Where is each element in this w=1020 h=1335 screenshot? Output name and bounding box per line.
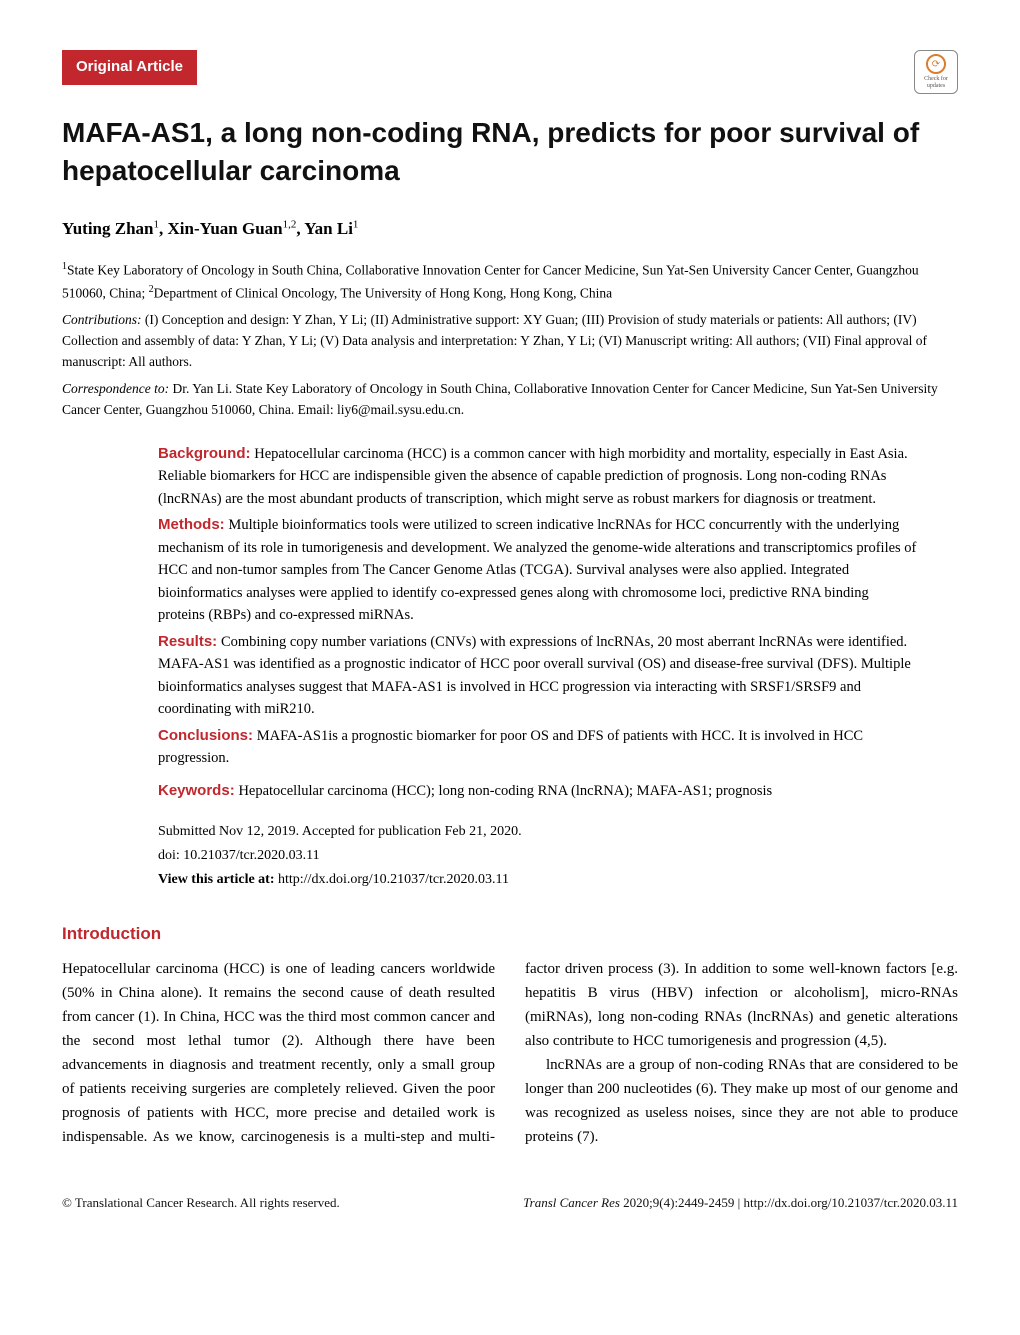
keywords-text: Hepatocellular carcinoma (HCC); long non… [238,783,772,799]
abstract-conclusions: Conclusions: MAFA-AS1is a prognostic bio… [158,725,918,770]
check-updates-icon[interactable]: ⟳ Check for updates [914,50,958,94]
intro-paragraph-2: lncRNAs are a group of non-coding RNAs t… [525,1053,958,1149]
abstract-keywords: Keywords: Hepatocellular carcinoma (HCC)… [158,780,918,803]
check-circle-icon: ⟳ [926,54,946,74]
footer-citation: Transl Cancer Res 2020;9(4):2449-2459 | … [523,1193,958,1213]
doi-line: doi: 10.21037/tcr.2020.03.11 [158,844,958,868]
page-footer: © Translational Cancer Research. All rig… [62,1193,958,1213]
header-row: Original Article ⟳ Check for updates [62,50,958,94]
authors-line: Yuting Zhan1, Xin-Yuan Guan1,2, Yan Li1 [62,216,958,242]
abstract-results: Results: Combining copy number variation… [158,631,918,721]
footer-journal: Transl Cancer Res [523,1195,620,1210]
background-label: Background: [158,445,251,462]
submission-meta: Submitted Nov 12, 2019. Accepted for pub… [158,820,958,891]
abstract-background: Background: Hepatocellular carcinoma (HC… [158,443,918,511]
background-text: Hepatocellular carcinoma (HCC) is a comm… [158,446,908,507]
abstract-block: Background: Hepatocellular carcinoma (HC… [62,443,958,803]
check-updates-label: Check for updates [915,76,957,89]
correspondence: Correspondence to: Dr. Yan Li. State Key… [62,379,958,421]
introduction-body: Hepatocellular carcinoma (HCC) is one of… [62,957,958,1149]
keywords-label: Keywords: [158,782,235,799]
article-type-badge: Original Article [62,50,197,85]
section-heading-introduction: Introduction [62,921,958,947]
view-label: View this article at: [158,872,275,887]
methods-text: Multiple bioinformatics tools were utili… [158,517,916,623]
conclusions-label: Conclusions: [158,727,253,744]
abstract-methods: Methods: Multiple bioinformatics tools w… [158,514,918,627]
results-text: Combining copy number variations (CNVs) … [158,634,911,718]
submitted-line: Submitted Nov 12, 2019. Accepted for pub… [158,820,958,844]
conclusions-text: MAFA-AS1is a prognostic biomarker for po… [158,728,863,767]
contributions: Contributions: (I) Conception and design… [62,310,958,373]
affiliations: 1State Key Laboratory of Oncology in Sou… [62,259,958,304]
results-label: Results: [158,633,217,650]
article-title: MAFA-AS1, a long non-coding RNA, predict… [62,114,958,190]
view-url[interactable]: http://dx.doi.org/10.21037/tcr.2020.03.1… [278,872,509,887]
methods-label: Methods: [158,516,225,533]
footer-copyright: © Translational Cancer Research. All rig… [62,1193,340,1213]
view-article-line: View this article at: http://dx.doi.org/… [158,868,958,892]
footer-citation-rest: 2020;9(4):2449-2459 | http://dx.doi.org/… [620,1195,958,1210]
